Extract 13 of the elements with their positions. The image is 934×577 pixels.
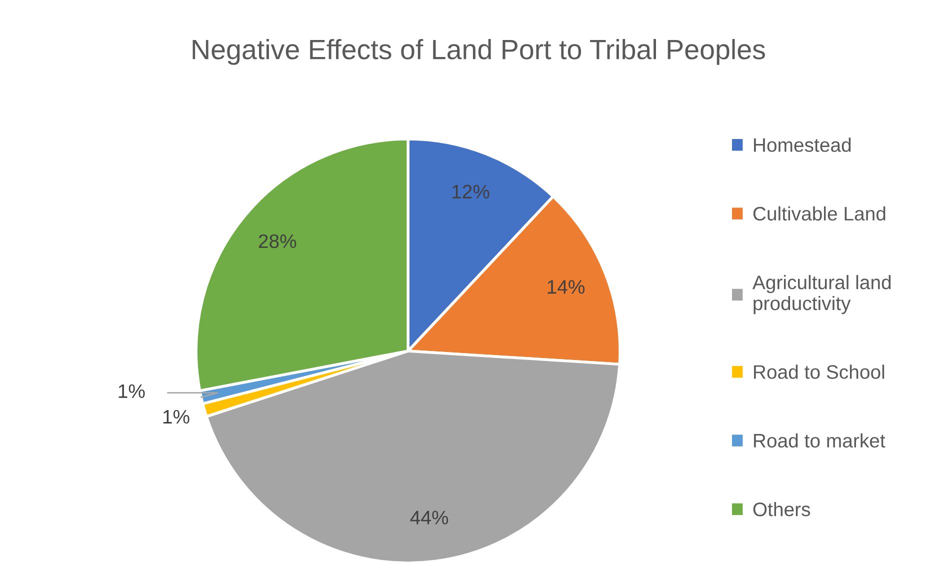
chart-title: Negative Effects of Land Port to Tribal Peoples	[192, 38, 765, 65]
data-label: 1%	[118, 384, 145, 398]
legend-label: Cultivable Land	[753, 206, 886, 221]
legend-label: Road to market	[754, 433, 886, 448]
legend-label: Others	[753, 502, 810, 516]
legend-label: Road to School	[754, 364, 884, 379]
data-label: 28%	[258, 234, 296, 248]
legend-label: Agricultural land productivity	[752, 275, 891, 314]
data-label: 12%	[452, 184, 490, 198]
data-label: 1%	[163, 410, 190, 424]
legend-label: Homestead	[754, 138, 851, 152]
data-label: 44%	[410, 510, 448, 524]
data-label: 14%	[548, 280, 585, 294]
